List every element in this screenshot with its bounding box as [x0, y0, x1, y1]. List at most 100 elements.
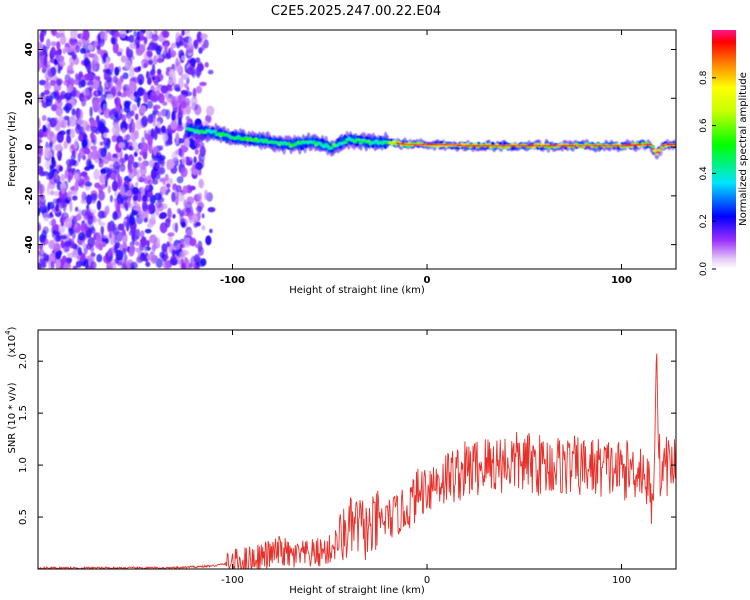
heatmap-cell [392, 140, 396, 144]
heatmap-cell [206, 105, 215, 117]
y-tick-label: -20 [24, 187, 35, 205]
heatmap-cell [56, 150, 62, 160]
colorbar-label: Normalized spectral amplitude [738, 72, 749, 226]
x-tick-label: -100 [221, 575, 244, 586]
heatmap-cell [111, 37, 116, 45]
heatmap-cell [60, 220, 64, 227]
heatmap-cell [134, 241, 140, 246]
heatmap-cell [103, 132, 108, 138]
heatmap-cell [46, 130, 53, 141]
heatmap-cell [136, 96, 141, 108]
snr-x-ticks: -100 0 100 [221, 330, 631, 586]
heatmap-cell [148, 41, 157, 51]
snr-series-line [38, 353, 676, 569]
heatmap-cell [650, 144, 655, 148]
heatmap-cell [80, 47, 86, 54]
x-tick-label: -100 [220, 275, 245, 286]
heatmap-cell [175, 61, 182, 67]
heatmap-cell [167, 159, 175, 169]
heatmap-cell [38, 249, 45, 257]
heatmap-cell [194, 265, 200, 269]
heatmap-cell [542, 144, 547, 147]
heatmap-cell [474, 144, 478, 147]
heatmap-cell [170, 120, 178, 130]
heatmap-cell [143, 93, 149, 104]
heatmap-cell [167, 139, 173, 145]
heatmap-cell [47, 151, 53, 158]
heatmap-cell [168, 69, 176, 79]
heatmap-cell [108, 220, 115, 232]
heatmap-cell [58, 165, 63, 172]
heatmap-cell [115, 249, 124, 261]
heatmap-cell [141, 186, 145, 196]
heatmap-cell [147, 202, 155, 213]
heatmap-cell [49, 252, 56, 264]
heatmap-cell [449, 143, 453, 146]
colorbar-ticks: 0.0 0.2 0.4 0.6 0.8 [699, 70, 716, 276]
heatmap-cell [148, 59, 154, 65]
colorbar-gradient [712, 30, 736, 269]
heatmap-cell [60, 173, 65, 182]
snr-marks [38, 353, 676, 569]
heatmap-cell [145, 30, 153, 40]
heatmap-cell [147, 77, 152, 86]
heatmap-cell [174, 222, 179, 233]
heatmap-cell [469, 144, 473, 147]
heatmap-cell [132, 161, 139, 169]
colorbar-tick-label: 0.8 [699, 70, 709, 85]
heatmap-cell [144, 228, 152, 234]
heatmap-cell [152, 76, 156, 81]
heatmap-cell [451, 144, 456, 147]
heatmap-cell [162, 261, 170, 269]
heatmap-cell [499, 144, 504, 147]
heatmap-cell [185, 207, 191, 213]
heatmap-cell [593, 144, 597, 147]
heatmap-cell [74, 79, 79, 85]
heatmap-cell [82, 88, 90, 97]
heatmap-cell [95, 233, 101, 244]
heatmap-cell [122, 221, 130, 227]
heatmap-cell [477, 144, 481, 147]
heatmap-cell [149, 159, 155, 168]
heatmap-cell [467, 144, 471, 147]
heatmap-cell [121, 128, 126, 134]
heatmap-cell [128, 172, 135, 179]
heatmap-cell [87, 160, 92, 169]
heatmap-cell [119, 244, 124, 251]
heatmap-cell [175, 149, 179, 155]
snr-scale-base: (x10 [7, 335, 18, 358]
heatmap-cell [669, 143, 673, 146]
heatmap-cell [50, 46, 56, 58]
heatmap-cell [462, 144, 466, 147]
heatmap-cell [120, 55, 127, 63]
heatmap-cell [122, 247, 127, 255]
heatmap-cell [146, 71, 150, 80]
heatmap-cell [515, 144, 519, 147]
heatmap-cell [649, 143, 653, 146]
heatmap-cell [85, 124, 92, 132]
heatmap-cell [155, 200, 163, 209]
heatmap-cell [135, 182, 139, 187]
heatmap-cell [623, 144, 628, 147]
heatmap-cell [63, 211, 68, 218]
heatmap-cell [38, 58, 42, 70]
heatmap-cell [192, 87, 197, 99]
heatmap-cell [139, 31, 144, 42]
x-tick-label: 0 [424, 575, 430, 586]
heatmap-cell [200, 153, 205, 163]
heatmap-cell [186, 105, 191, 115]
heatmap-cell [72, 195, 78, 201]
heatmap-cell [80, 171, 88, 178]
chart-title: C2E5.2025.247.00.22.E04 [271, 4, 441, 19]
heatmap-cell [49, 91, 58, 99]
heatmap-cell [66, 65, 74, 74]
heatmap-cell [156, 121, 161, 128]
heatmap-cell [171, 191, 176, 203]
heatmap-cell [184, 138, 190, 148]
heatmap-cell [155, 45, 162, 56]
heatmap-cell [97, 210, 106, 219]
heatmap-cell [154, 192, 162, 201]
heatmap-cell [162, 177, 166, 186]
heatmap-cell [73, 171, 81, 182]
heatmap-cell [479, 144, 483, 147]
